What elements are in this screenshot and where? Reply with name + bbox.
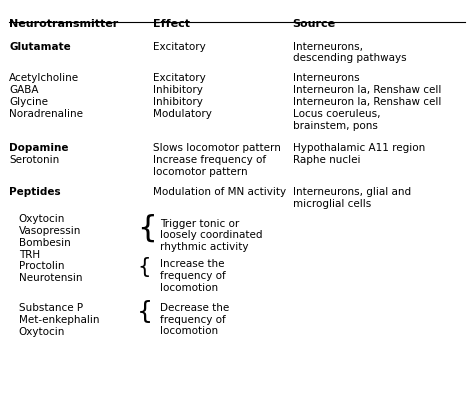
Text: {: { <box>137 213 157 242</box>
Text: Met-enkephalin: Met-enkephalin <box>18 315 99 325</box>
Text: Vasopressin: Vasopressin <box>18 226 81 236</box>
Text: Inhibitory: Inhibitory <box>154 97 203 107</box>
Text: Proctolin: Proctolin <box>18 261 64 271</box>
Text: Interneurons, glial and
microglial cells: Interneurons, glial and microglial cells <box>293 187 411 208</box>
Text: Increase the
frequency of
locomotion: Increase the frequency of locomotion <box>160 259 226 292</box>
Text: Substance P: Substance P <box>18 303 83 313</box>
Text: Excitatory: Excitatory <box>154 42 206 52</box>
Text: Decrease the
frequency of
locomotion: Decrease the frequency of locomotion <box>160 303 229 336</box>
Text: Source: Source <box>293 19 336 29</box>
Text: Interneuron Ia, Renshaw cell: Interneuron Ia, Renshaw cell <box>293 97 441 107</box>
Text: Hypothalamic A11 region: Hypothalamic A11 region <box>293 143 425 154</box>
Text: Bombesin: Bombesin <box>18 238 71 248</box>
Text: TRH: TRH <box>18 250 40 259</box>
Text: Excitatory: Excitatory <box>154 74 206 83</box>
Text: Modulation of MN activity: Modulation of MN activity <box>154 187 286 197</box>
Text: Interneurons: Interneurons <box>293 74 359 83</box>
Text: Dopamine: Dopamine <box>9 143 69 154</box>
Text: Inhibitory: Inhibitory <box>154 85 203 95</box>
Text: {: { <box>137 257 151 277</box>
Text: Trigger tonic or
loosely coordinated
rhythmic activity: Trigger tonic or loosely coordinated rhy… <box>160 219 263 252</box>
Text: Neurotensin: Neurotensin <box>18 273 82 283</box>
Text: {: { <box>137 300 153 324</box>
Text: Noradrenaline: Noradrenaline <box>9 109 83 119</box>
Text: Glycine: Glycine <box>9 97 48 107</box>
Text: Locus coeruleus,
brainstem, pons: Locus coeruleus, brainstem, pons <box>293 109 380 130</box>
Text: GABA: GABA <box>9 85 39 95</box>
Text: Interneuron Ia, Renshaw cell: Interneuron Ia, Renshaw cell <box>293 85 441 95</box>
Text: Raphe nuclei: Raphe nuclei <box>293 155 360 165</box>
Text: Neurotransmitter: Neurotransmitter <box>9 19 119 29</box>
Text: Oxytocin: Oxytocin <box>18 214 65 224</box>
Text: Acetylcholine: Acetylcholine <box>9 74 80 83</box>
Text: Serotonin: Serotonin <box>9 155 60 165</box>
Text: Interneurons,
descending pathways: Interneurons, descending pathways <box>293 42 406 63</box>
Text: Effect: Effect <box>154 19 191 29</box>
Text: Slows locomotor pattern: Slows locomotor pattern <box>154 143 281 154</box>
Text: Glutamate: Glutamate <box>9 42 71 52</box>
Text: Increase frequency of
locomotor pattern: Increase frequency of locomotor pattern <box>154 155 266 177</box>
Text: Oxytocin: Oxytocin <box>18 327 65 337</box>
Text: Modulatory: Modulatory <box>154 109 212 119</box>
Text: Peptides: Peptides <box>9 187 61 197</box>
